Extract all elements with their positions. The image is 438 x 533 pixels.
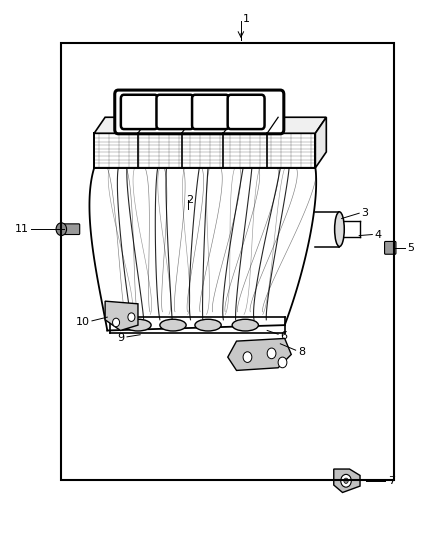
- Polygon shape: [228, 338, 291, 370]
- FancyBboxPatch shape: [63, 224, 80, 235]
- Ellipse shape: [232, 319, 258, 331]
- Circle shape: [278, 357, 287, 368]
- Bar: [61, 43, 394, 480]
- FancyBboxPatch shape: [115, 90, 284, 134]
- Circle shape: [56, 223, 67, 236]
- FancyBboxPatch shape: [228, 95, 265, 129]
- Text: 9: 9: [118, 334, 125, 343]
- Ellipse shape: [335, 212, 344, 247]
- Text: 6: 6: [280, 331, 287, 341]
- Circle shape: [341, 474, 351, 487]
- Text: 5: 5: [407, 243, 414, 253]
- Polygon shape: [315, 117, 326, 168]
- Text: 10: 10: [76, 318, 90, 327]
- Polygon shape: [94, 117, 326, 133]
- Circle shape: [344, 478, 348, 483]
- Text: 8: 8: [298, 347, 305, 357]
- FancyBboxPatch shape: [156, 95, 193, 129]
- Ellipse shape: [195, 319, 221, 331]
- Text: 3: 3: [361, 208, 368, 218]
- FancyBboxPatch shape: [192, 95, 229, 129]
- Circle shape: [128, 313, 135, 321]
- Ellipse shape: [160, 319, 186, 331]
- Text: 2: 2: [186, 195, 193, 205]
- Circle shape: [267, 348, 276, 359]
- FancyBboxPatch shape: [385, 241, 396, 254]
- Text: 4: 4: [374, 230, 381, 239]
- Text: 7: 7: [388, 476, 395, 486]
- Polygon shape: [334, 469, 360, 492]
- Circle shape: [113, 318, 120, 327]
- FancyBboxPatch shape: [121, 95, 158, 129]
- Ellipse shape: [125, 319, 151, 331]
- Circle shape: [243, 352, 252, 362]
- Text: 1: 1: [243, 14, 250, 23]
- Text: 11: 11: [14, 224, 28, 234]
- Polygon shape: [105, 301, 138, 330]
